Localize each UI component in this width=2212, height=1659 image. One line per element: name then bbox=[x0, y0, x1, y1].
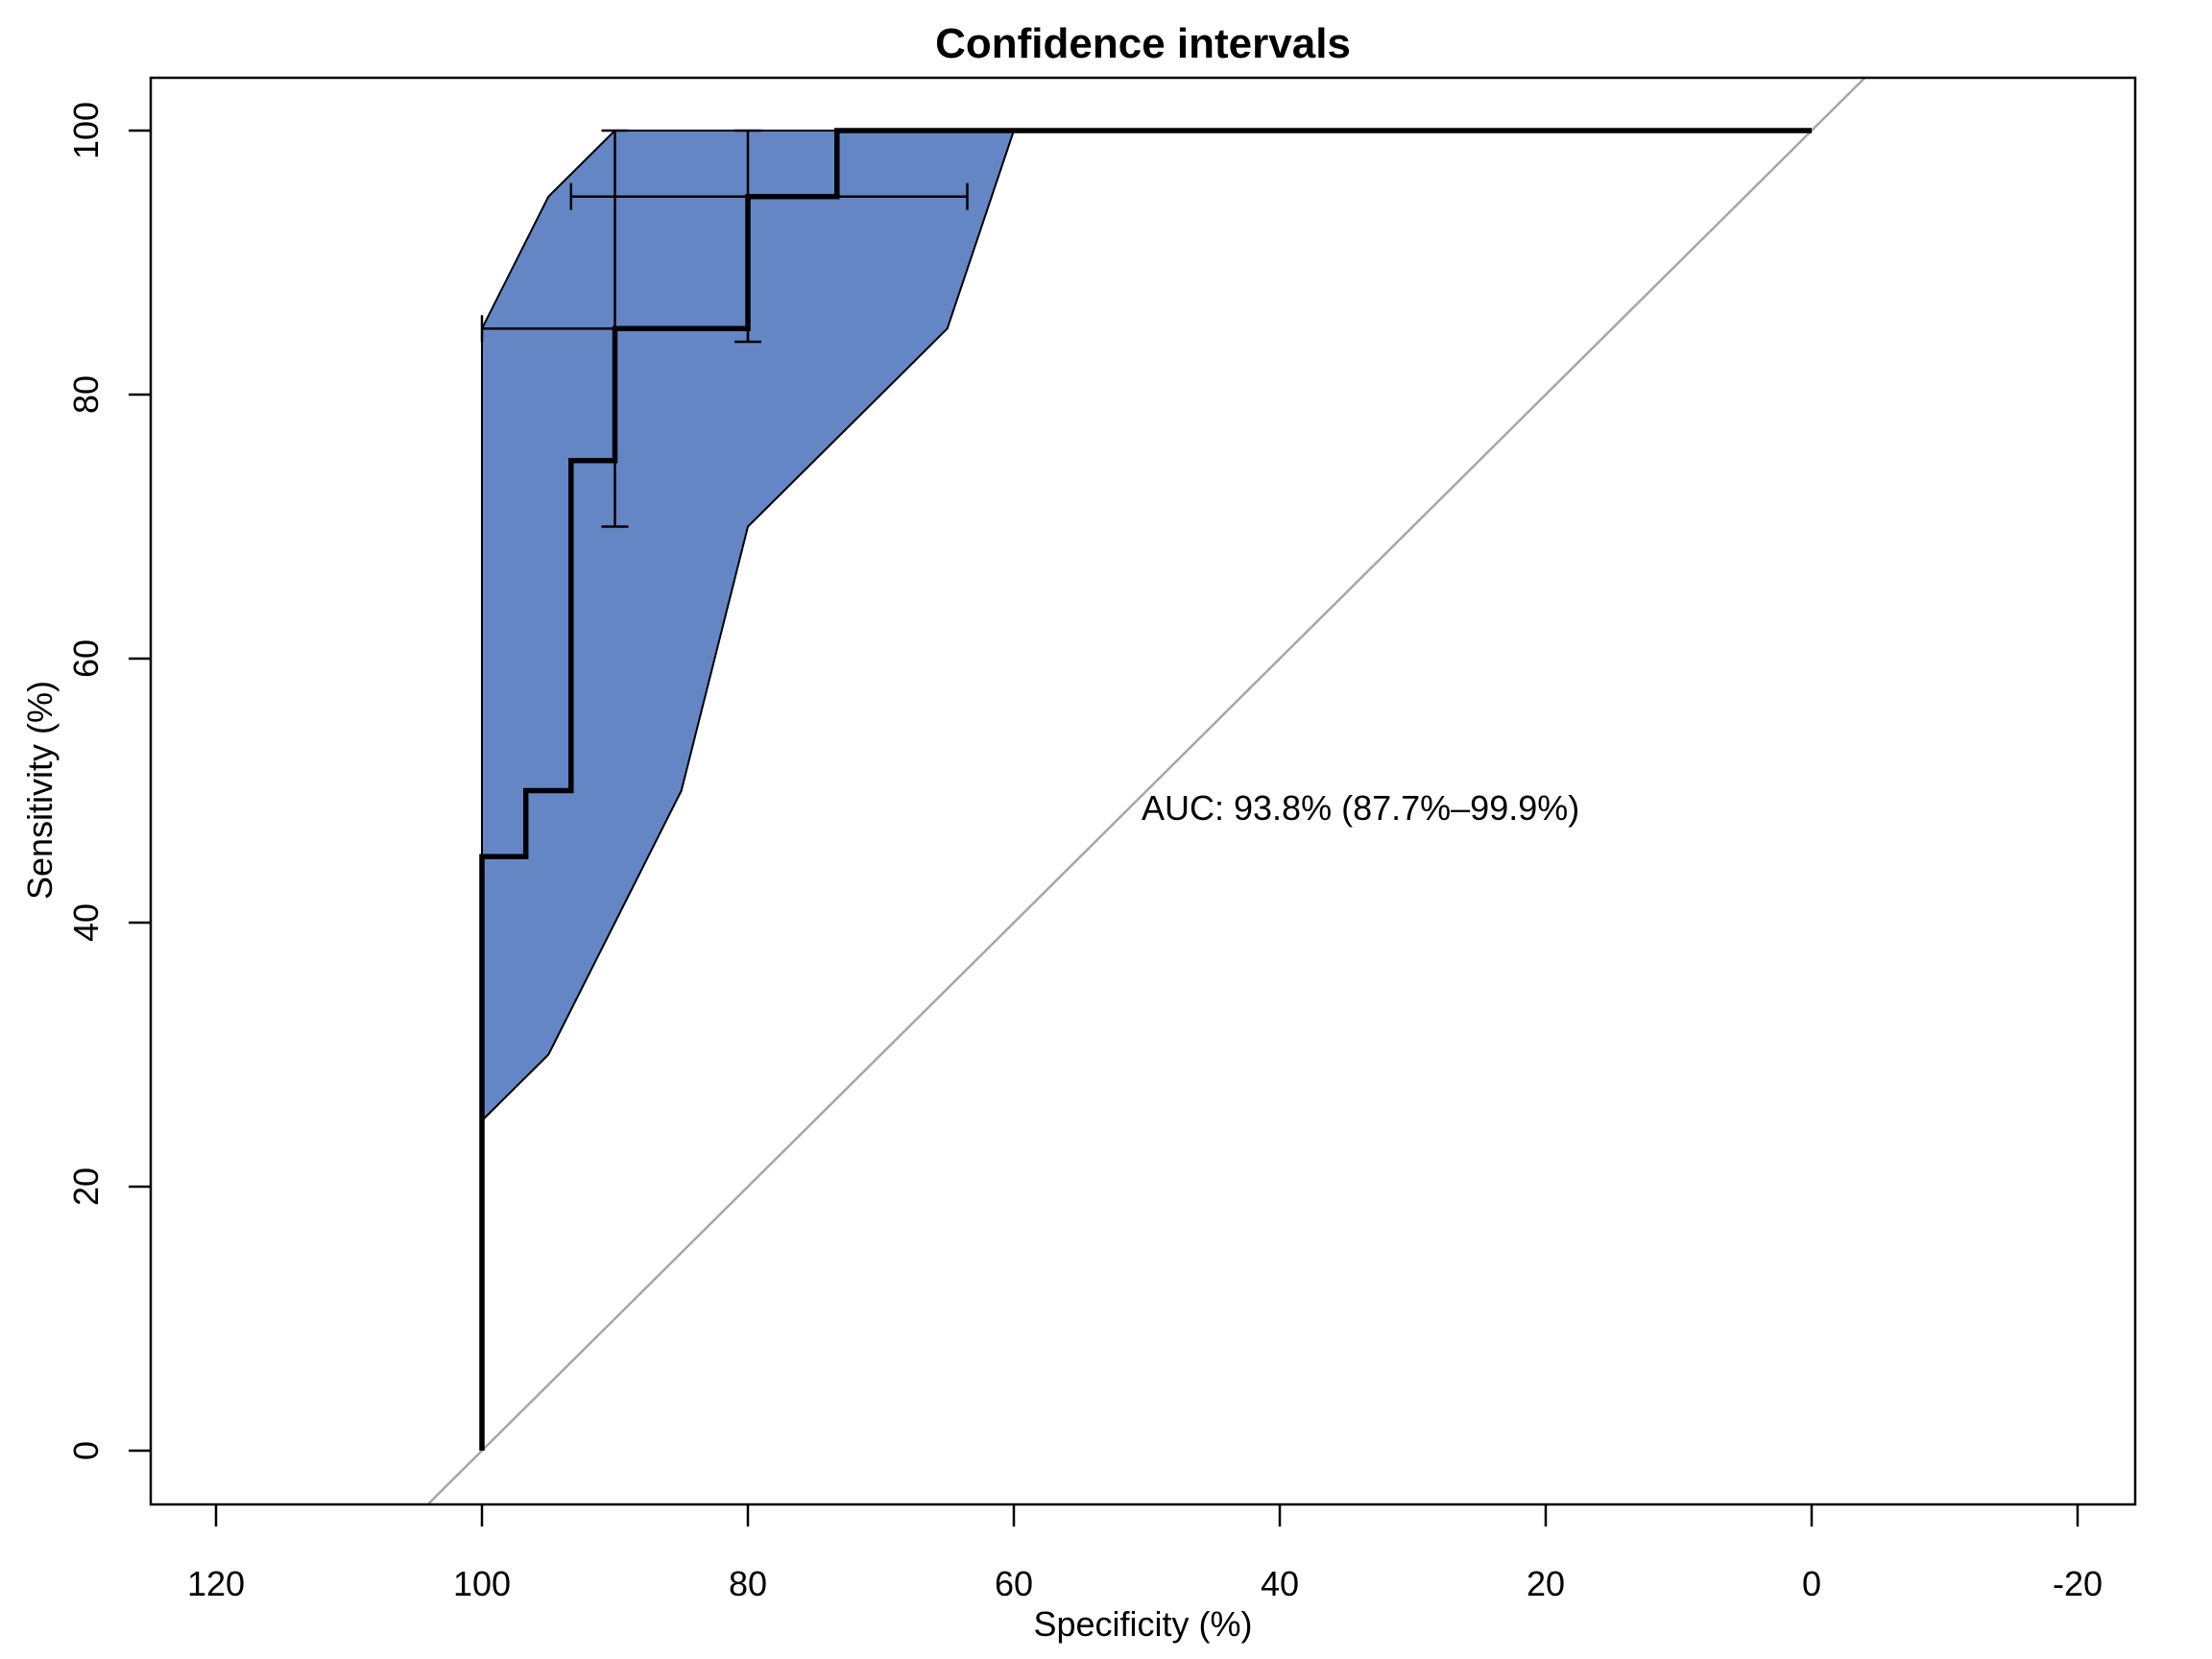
chart-title: Confidence intervals bbox=[935, 20, 1351, 67]
roc-curve bbox=[479, 128, 1812, 1451]
x-tick-label: 100 bbox=[453, 1564, 511, 1603]
y-tick-label: 60 bbox=[66, 639, 106, 678]
x-axis-label: Specificity (%) bbox=[1033, 1604, 1253, 1644]
y-tick-label: 80 bbox=[66, 375, 106, 414]
x-tick-label: 120 bbox=[187, 1564, 245, 1603]
x-tick-label: 0 bbox=[1802, 1564, 1821, 1603]
y-axis-label: Sensitivity (%) bbox=[20, 680, 60, 901]
plot-box bbox=[149, 76, 2137, 1506]
x-axis-tick-labels: 120 100 80 60 40 20 0 -20 bbox=[187, 1564, 2103, 1603]
x-tick-label: -20 bbox=[2053, 1564, 2103, 1603]
y-tick-label: 0 bbox=[66, 1441, 106, 1460]
x-tick-label: 80 bbox=[729, 1564, 767, 1603]
x-tick-label: 60 bbox=[995, 1564, 1033, 1603]
y-tick-label: 20 bbox=[66, 1167, 106, 1206]
y-axis-tick-labels: 0 20 40 60 80 100 bbox=[66, 102, 106, 1460]
y-tick-label: 100 bbox=[66, 102, 106, 159]
x-axis-ticks bbox=[214, 1504, 2080, 1527]
y-axis-ticks bbox=[129, 129, 151, 1453]
chance-line bbox=[427, 77, 1866, 1504]
x-tick-label: 40 bbox=[1261, 1564, 1299, 1603]
x-tick-label: 20 bbox=[1527, 1564, 1565, 1603]
auc-annotation: AUC: 93.8% (87.7%–99.9%) bbox=[1142, 788, 1580, 828]
y-tick-label: 40 bbox=[66, 903, 106, 942]
